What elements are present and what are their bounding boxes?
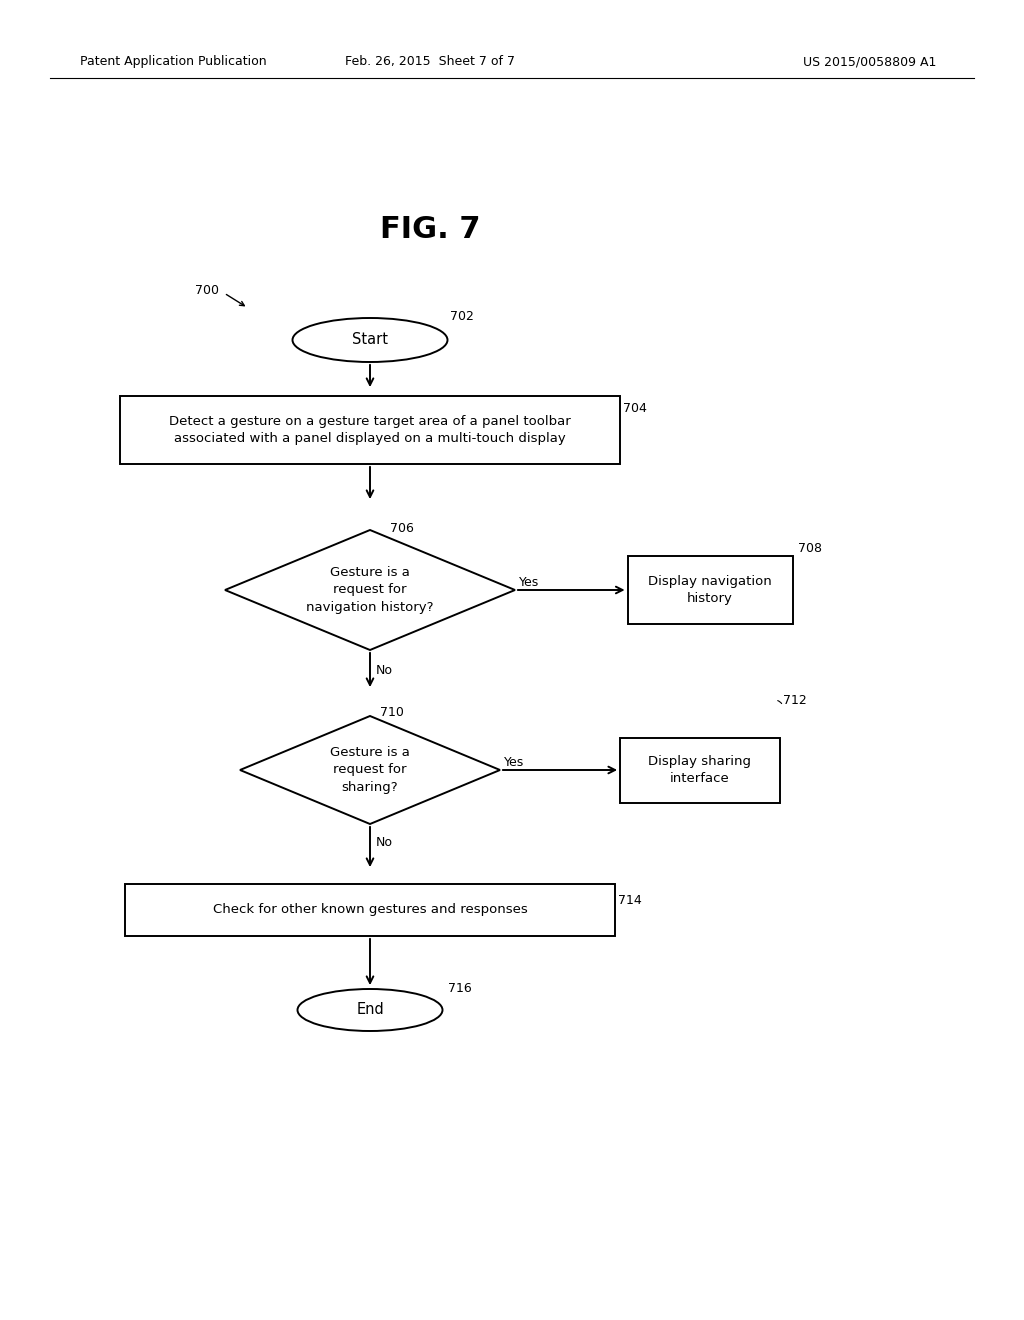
FancyBboxPatch shape bbox=[125, 884, 615, 936]
Text: No: No bbox=[376, 664, 393, 676]
Text: 706: 706 bbox=[390, 521, 414, 535]
Text: 700: 700 bbox=[195, 284, 219, 297]
Polygon shape bbox=[225, 531, 515, 649]
Text: 714: 714 bbox=[618, 894, 642, 907]
Text: Gesture is a
request for
sharing?: Gesture is a request for sharing? bbox=[330, 747, 410, 793]
Ellipse shape bbox=[298, 989, 442, 1031]
Text: Display navigation
history: Display navigation history bbox=[648, 576, 772, 605]
Text: Check for other known gestures and responses: Check for other known gestures and respo… bbox=[213, 903, 527, 916]
Text: 712: 712 bbox=[783, 693, 807, 706]
Text: Detect a gesture on a gesture target area of a panel toolbar
associated with a p: Detect a gesture on a gesture target are… bbox=[169, 414, 570, 445]
FancyBboxPatch shape bbox=[120, 396, 620, 465]
Text: End: End bbox=[356, 1002, 384, 1018]
Text: 702: 702 bbox=[450, 309, 474, 322]
Text: 708: 708 bbox=[798, 541, 822, 554]
Polygon shape bbox=[240, 715, 500, 824]
Text: US 2015/0058809 A1: US 2015/0058809 A1 bbox=[803, 55, 937, 69]
Text: Display sharing
interface: Display sharing interface bbox=[648, 755, 752, 785]
Text: Gesture is a
request for
navigation history?: Gesture is a request for navigation hist… bbox=[306, 566, 434, 614]
Text: Start: Start bbox=[352, 333, 388, 347]
Text: 716: 716 bbox=[449, 982, 472, 994]
Text: Yes: Yes bbox=[519, 576, 540, 589]
Text: Feb. 26, 2015  Sheet 7 of 7: Feb. 26, 2015 Sheet 7 of 7 bbox=[345, 55, 515, 69]
FancyBboxPatch shape bbox=[628, 556, 793, 624]
Text: FIG. 7: FIG. 7 bbox=[380, 215, 480, 244]
Text: Yes: Yes bbox=[504, 755, 524, 768]
Text: No: No bbox=[376, 836, 393, 849]
Text: 704: 704 bbox=[623, 401, 647, 414]
Text: 710: 710 bbox=[380, 705, 403, 718]
Text: Patent Application Publication: Patent Application Publication bbox=[80, 55, 266, 69]
Ellipse shape bbox=[293, 318, 447, 362]
FancyBboxPatch shape bbox=[620, 738, 780, 803]
